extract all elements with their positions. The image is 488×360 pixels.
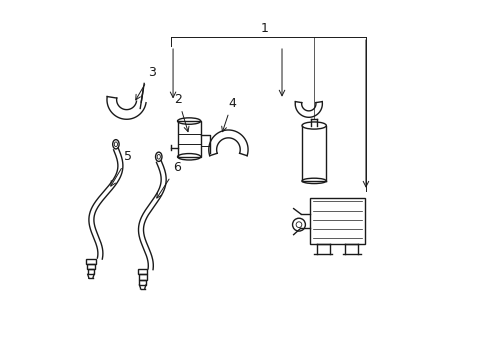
Text: 6: 6 bbox=[157, 161, 180, 198]
Bar bbox=[139, 280, 145, 285]
Bar bbox=[86, 264, 95, 269]
Bar bbox=[138, 274, 146, 280]
Text: 1: 1 bbox=[260, 22, 267, 35]
Bar bbox=[86, 258, 95, 264]
Bar bbox=[138, 269, 147, 274]
Text: 3: 3 bbox=[136, 66, 155, 100]
Bar bbox=[177, 121, 201, 157]
Bar bbox=[87, 269, 94, 274]
Text: 4: 4 bbox=[221, 97, 235, 132]
Text: 2: 2 bbox=[174, 93, 188, 132]
Text: 5: 5 bbox=[111, 150, 132, 186]
Bar bbox=[309, 198, 365, 244]
